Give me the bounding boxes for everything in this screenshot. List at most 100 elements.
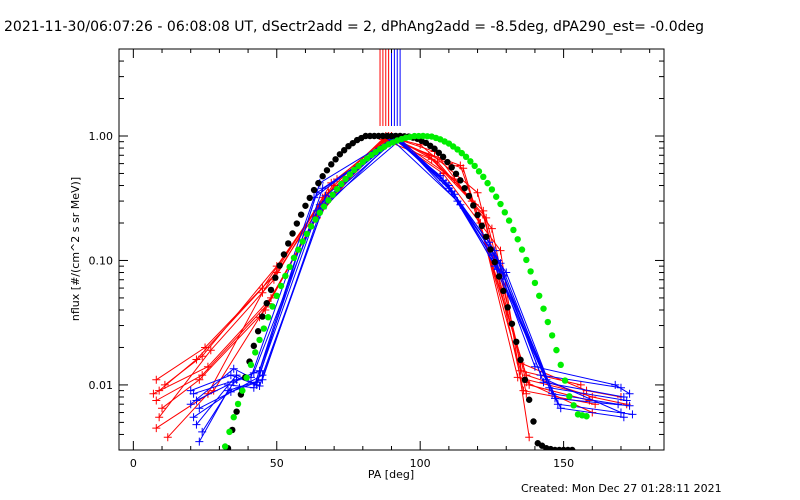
data-point-red-5-7	[522, 389, 531, 398]
created-timestamp: Created: Mon Dec 27 01:28:11 2021	[521, 482, 722, 495]
y-tick-label-0: 0.01	[89, 379, 114, 392]
fit-point-green-11-mid	[320, 203, 328, 210]
data-point-blue-11-2	[249, 383, 258, 392]
fit-point-black-33	[508, 320, 516, 327]
fit-point-black-26-mid	[452, 170, 460, 178]
data-point-red-2-0	[149, 389, 158, 398]
fit-point-black-24	[431, 145, 438, 152]
fit-point-green-12-mid	[329, 191, 336, 198]
fit-point-green-14	[342, 175, 349, 183]
fit-point-black-7	[285, 240, 292, 247]
fit-point-black-29	[474, 211, 481, 219]
fit-point-green-12	[325, 197, 332, 204]
fit-point-black-5-mid	[272, 274, 279, 281]
fit-point-black-30-mid	[487, 246, 494, 253]
data-point-red-7-7	[525, 433, 534, 442]
fit-point-green-4-mid	[260, 325, 268, 332]
fit-point-green-3	[247, 361, 255, 369]
data-point-blue-15-2	[255, 382, 264, 391]
fit-point-black-12	[328, 161, 335, 168]
data-point-blue-16-8	[628, 410, 637, 419]
fit-point-green-7	[282, 272, 289, 280]
fit-point-black-7-mid	[289, 230, 296, 237]
data-point-red-7-1	[198, 352, 207, 361]
series-line-blue-11	[196, 138, 624, 401]
data-point-blue-17-8	[619, 413, 628, 422]
y-tick-label-2: 1.00	[89, 130, 114, 143]
fit-point-green-2-mid	[243, 374, 250, 381]
fit-point-black-33-mid	[513, 338, 520, 346]
fit-point-black-6-mid	[280, 251, 288, 258]
fit-point-green-30-mid	[484, 179, 491, 187]
fit-point-green-32-mid	[501, 209, 509, 216]
fit-point-black-5	[267, 286, 275, 294]
fit-point-green-34	[514, 236, 521, 243]
fit-point-green-39	[557, 361, 564, 369]
fit-point-black-35	[525, 396, 533, 403]
fit-point-green-9-mid	[303, 230, 311, 238]
fit-point-green-39-mid	[561, 377, 569, 384]
x-tick-label-1: 50	[270, 457, 284, 470]
data-point-red-6-8	[576, 380, 585, 389]
fit-point-green-11	[316, 209, 323, 216]
fit-point-black-26	[448, 164, 455, 171]
fit-point-black-4	[259, 313, 266, 320]
fit-point-green-36	[531, 279, 539, 287]
data-point-blue-17-2	[258, 375, 267, 384]
fit-point-black-10-mid	[315, 179, 322, 187]
x-axis-ticks: 0 50 100 150	[130, 49, 651, 470]
fit-point-green-16-mid	[363, 155, 371, 162]
data-point-blue-10-8	[616, 383, 625, 392]
fit-point-black-8-mid	[297, 211, 305, 218]
fit-point-black-13-mid	[340, 147, 348, 154]
fit-point-black-6	[276, 262, 283, 269]
data-point-red-4-5	[456, 161, 465, 170]
fit-point-green-36-mid	[536, 292, 543, 299]
data-point-red-5-1	[206, 346, 215, 355]
fit-point-black-34-mid	[521, 376, 529, 384]
data-point-red-8-5	[433, 157, 442, 166]
fit-point-green-28-mid	[467, 158, 474, 165]
data-point-red-0-6	[473, 188, 482, 197]
fit-point-black-11-mid	[323, 167, 331, 174]
fit-point-black-40	[569, 446, 576, 450]
fit-point-green-27	[454, 146, 461, 153]
fit-point-green-0	[221, 443, 229, 450]
fit-point-green-29-mid	[475, 168, 483, 175]
data-point-red-8-0	[163, 433, 172, 442]
data-point-blue-13-0	[195, 404, 204, 413]
fit-point-green-9	[299, 238, 306, 245]
data-point-red-3-0	[152, 396, 161, 405]
y-tick-label-1: 0.10	[89, 254, 114, 267]
fit-point-black-28-mid	[470, 202, 477, 209]
data-point-red-3-1	[198, 371, 207, 380]
fit-point-black-4-mid	[263, 300, 270, 307]
data-point-blue-16-1	[229, 378, 238, 387]
data-point-red-7-0	[160, 380, 169, 389]
fit-point-black-32	[500, 287, 507, 295]
fit-point-green-13	[333, 185, 341, 193]
fit-point-black-31	[491, 258, 498, 266]
fit-point-black-13	[336, 151, 344, 158]
fit-point-black-24-mid	[435, 149, 443, 156]
fit-point-black-25-mid	[444, 158, 451, 166]
fit-point-green-37	[540, 305, 547, 312]
fit-point-black-11	[319, 173, 326, 180]
series-line-blue-17	[198, 136, 624, 442]
data-point-blue-10-0	[189, 389, 198, 398]
fit-point-green-5	[264, 314, 272, 321]
fit-point-green-29	[471, 162, 478, 170]
fit-point-green-31-mid	[492, 193, 500, 200]
x-tick-label-2: 100	[410, 457, 431, 470]
y-axis-ticks: 0.01 0.10 1.00	[89, 48, 664, 451]
fit-point-black-35-mid	[530, 418, 537, 425]
fit-point-green-28	[462, 153, 470, 161]
fit-point-black-31-mid	[495, 273, 503, 280]
series-line-blue-14	[193, 138, 630, 418]
fit-point-black-27	[457, 177, 464, 184]
fit-point-green-32	[497, 200, 504, 208]
fit-point-green-3-mid	[252, 349, 259, 356]
data-point-blue-12-6	[496, 259, 505, 268]
fit-point-green-5-mid	[269, 303, 276, 310]
data-point-blue-15-1	[232, 371, 241, 380]
